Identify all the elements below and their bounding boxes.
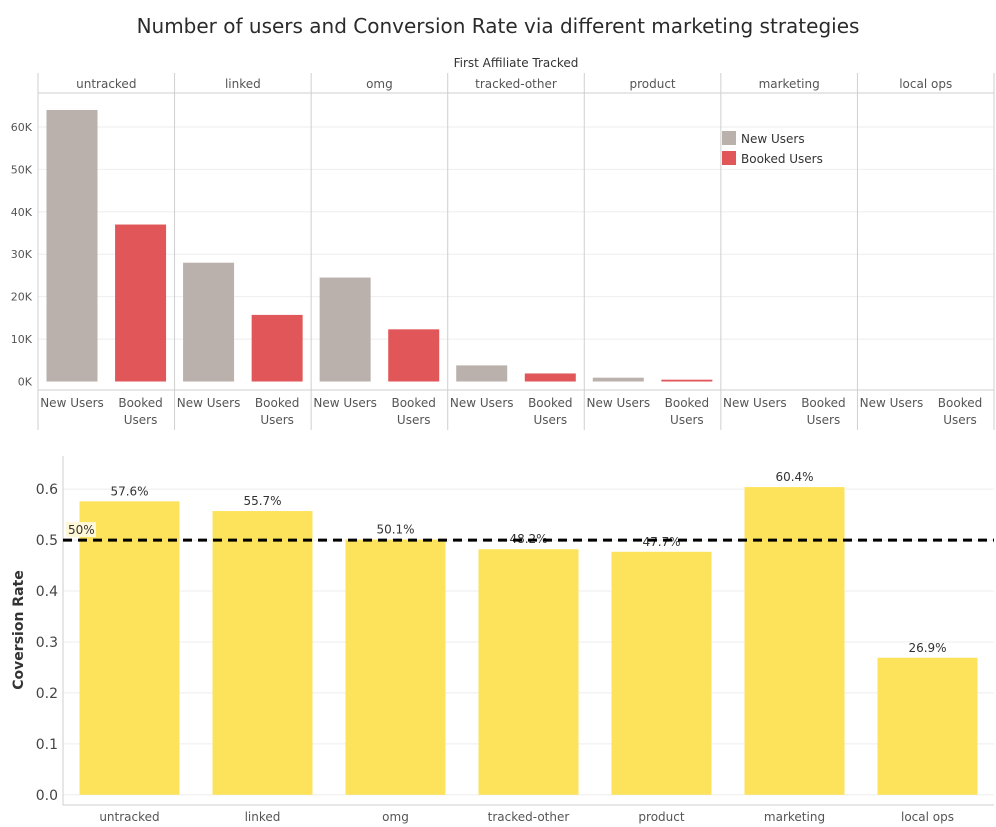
data-label: 57.6%	[110, 484, 148, 498]
users-by-affiliate-chart: First Affiliate Tracked 0K 10K 20K 30K 40K 50K…	[11, 56, 995, 430]
reference-label-bg	[66, 522, 96, 538]
y-tick-label: 10K	[11, 333, 33, 346]
facet-header: First Affiliate Tracked	[454, 56, 579, 70]
panel-header-label: tracked-other	[475, 77, 557, 91]
x-tick-label: Booked Users	[801, 396, 845, 427]
y-tick-label: 60K	[11, 121, 33, 134]
booked-users-bar	[251, 314, 303, 382]
x-tick-label: product	[638, 810, 684, 824]
x-tick-label: New Users	[40, 396, 104, 410]
x-tick-label: Booked Users	[391, 396, 435, 427]
y-tick-label: 0.4	[36, 584, 58, 600]
reference-line-label: 50%	[66, 522, 96, 538]
x-tick-label: New Users	[450, 396, 514, 410]
y-tick-label: 0K	[18, 376, 33, 389]
conversion-bar	[611, 551, 712, 795]
y-tick-label: 0.3	[36, 635, 58, 651]
new-users-bar	[183, 262, 235, 382]
y-tick-label: 0.2	[36, 686, 58, 702]
legend-swatch-new-users	[722, 131, 736, 145]
data-label: 60.4%	[775, 470, 813, 484]
y-tick-label: 0.5	[36, 533, 58, 549]
x-tick-label: Booked Users	[118, 396, 162, 427]
data-label: 47.7%	[642, 535, 680, 549]
x-tick-label: Booked Users	[938, 396, 982, 427]
y-tick-label: 40K	[11, 206, 33, 219]
chart-title: Number of users and Conversion Rate via …	[136, 14, 860, 38]
new-users-bar	[592, 377, 644, 382]
x-tick-label: Booked Users	[255, 396, 299, 427]
conversion-bar	[212, 511, 313, 795]
reference-label-text: 50%	[68, 523, 95, 537]
legend-label: New Users	[741, 132, 805, 146]
x-tick-label: New Users	[313, 396, 377, 410]
x-tick-label: New Users	[586, 396, 650, 410]
booked-users-bar	[524, 373, 576, 382]
x-tick-label: linked	[245, 810, 281, 824]
conversion-bar	[744, 487, 845, 795]
panel-header-label: product	[629, 77, 675, 91]
data-label: 48.2%	[509, 532, 547, 546]
panel-header-label: marketing	[759, 77, 820, 91]
data-label: 55.7%	[243, 494, 281, 508]
panel-header-label: linked	[225, 77, 261, 91]
x-tick-label: New Users	[177, 396, 241, 410]
y-tick-label: 30K	[11, 248, 33, 261]
y-tick-label: 0.6	[36, 482, 58, 498]
data-label: 26.9%	[908, 641, 946, 655]
legend-label: Booked Users	[741, 152, 823, 166]
x-tick-label: untracked	[99, 810, 159, 824]
booked-users-bar	[388, 329, 440, 382]
panel-header-label: untracked	[76, 77, 136, 91]
y-tick-label: 50K	[11, 163, 33, 176]
panel-header-label: local ops	[899, 77, 952, 91]
conversion-bar	[877, 657, 978, 795]
new-users-bar	[319, 277, 371, 382]
x-tick-label: local ops	[901, 810, 954, 824]
x-tick-label: Booked Users	[528, 396, 572, 427]
x-tick-label: omg	[382, 810, 409, 824]
y-tick-label: 0.1	[36, 737, 58, 753]
y-tick-label: 0.0	[36, 788, 58, 804]
legend: New Users Booked Users	[722, 131, 823, 166]
x-tick-label: New Users	[860, 396, 924, 410]
conversion-bar	[478, 549, 579, 795]
panel-header-label: omg	[366, 77, 393, 91]
x-tick-label: New Users	[723, 396, 787, 410]
x-tick-label: marketing	[764, 810, 825, 824]
new-users-bar	[46, 109, 98, 382]
x-tick-label: tracked-other	[488, 810, 570, 824]
data-label: 50.1%	[376, 523, 414, 537]
y-axis-title: Coversion Rate	[11, 570, 27, 689]
x-tick-label: Booked Users	[665, 396, 709, 427]
conversion-bar	[79, 501, 180, 795]
y-tick-label: 20K	[11, 291, 33, 304]
booked-users-bar	[115, 224, 167, 382]
new-users-bar	[456, 365, 508, 382]
booked-users-bar	[661, 379, 713, 382]
conversion-bar	[345, 539, 446, 795]
legend-swatch-booked-users	[722, 151, 736, 165]
